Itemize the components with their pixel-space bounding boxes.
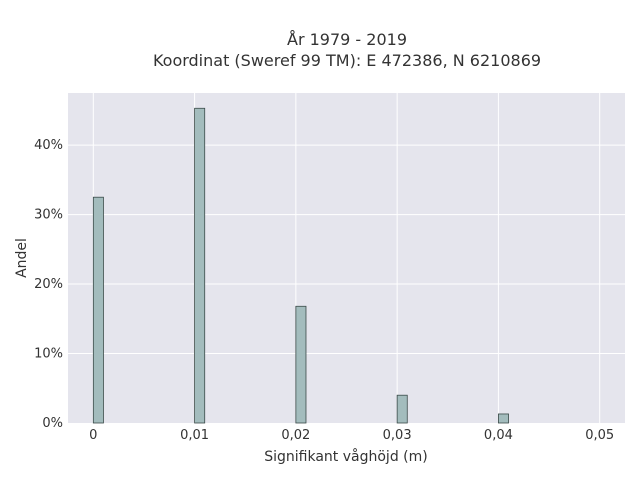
x-tick-label: 0,02 [281, 428, 310, 443]
chart-title-line2: Koordinat (Sweref 99 TM): E 472386, N 62… [153, 51, 541, 70]
y-gridlines [68, 144, 625, 355]
x-tick-label: 0,04 [484, 428, 513, 443]
plot-area [68, 93, 625, 423]
x-tick-label: 0 [89, 428, 97, 443]
histogram-bar [498, 413, 509, 424]
y-tick-label: 40% [34, 138, 63, 153]
histogram-bar [396, 394, 408, 424]
y-tick-label: 20% [34, 277, 63, 292]
chart-title-line1: År 1979 - 2019 [287, 30, 407, 49]
histogram-bar [194, 107, 206, 424]
histogram-bar [92, 196, 104, 424]
y-tick-labels: 0% 10% 20% 30% 40% [34, 138, 63, 431]
x-tick-label: 0,05 [585, 428, 614, 443]
y-tick-label: 0% [42, 416, 63, 431]
y-axis-label: Andel [14, 238, 30, 278]
y-tick-label: 10% [34, 347, 63, 362]
x-tick-labels: 0 0,01 0,02 0,03 0,04 0,05 [89, 428, 614, 443]
x-axis-label: Signifikant våghöjd (m) [264, 448, 427, 465]
bars [92, 107, 509, 424]
histogram-bar [295, 305, 307, 424]
x-tick-label: 0,01 [180, 428, 209, 443]
x-tick-label: 0,03 [383, 428, 412, 443]
y-tick-label: 30% [34, 208, 63, 223]
